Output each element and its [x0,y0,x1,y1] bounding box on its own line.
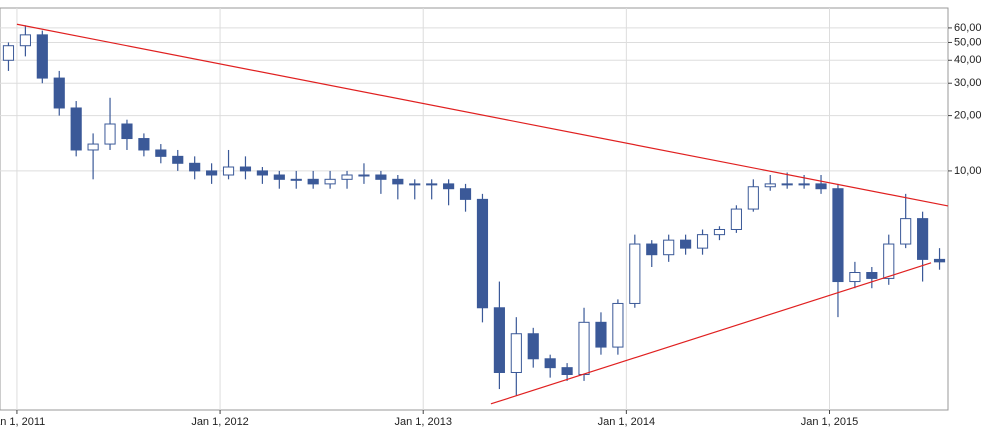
candle-body [933,258,946,263]
candle-body [832,188,844,283]
candle-body [680,239,692,249]
candle-body [527,333,539,360]
candle-body [206,170,218,176]
candle-body [307,178,319,185]
y-tick-label: 40,00 [954,54,982,66]
y-tick-label: 30,00 [954,77,982,89]
candle-body [900,218,912,245]
candle-body [713,228,726,236]
candle-body [392,178,404,185]
candle-body [849,272,861,283]
x-tick-label: Jan 1, 2011 [0,416,45,428]
x-tick-label: Jan 1, 2015 [801,416,859,428]
candle-body [917,218,929,260]
candle-body [341,174,353,180]
x-tick-label: Jan 1, 2012 [191,416,249,428]
candle-body [561,367,573,376]
candle-body [239,166,252,172]
candle-body [595,321,607,348]
trendline [16,23,949,207]
candle-body [222,166,235,176]
candle-body [104,123,116,145]
candle-body [409,183,421,186]
candle-body [172,155,184,164]
candle-body [629,243,641,304]
plot-area [0,7,949,411]
candle-body [578,321,590,376]
x-tick-label: Jan 1, 2013 [394,416,452,428]
candle-body [53,77,65,109]
candle-body [510,333,522,373]
candle-body [87,143,99,151]
y-tick-label: 60,00 [954,22,982,34]
candle-body [883,243,895,279]
candle-body [866,272,878,279]
candle-body [612,302,624,348]
candle-body [375,174,387,180]
y-tick-label: 10,00 [954,165,982,177]
candle-body [2,45,15,61]
candle-body [730,208,742,230]
candle-body [273,174,285,180]
candle-body [663,239,675,256]
candle-body [155,149,167,157]
trendline [490,262,932,405]
candle-body [544,358,556,369]
candle-body [70,107,82,151]
candle-body [19,34,31,47]
y-tick-label: 20,00 [954,109,982,121]
candle-body [747,186,759,210]
candle-body [476,198,489,309]
candle-body [459,188,472,200]
candle-body [138,138,150,151]
candle-body [290,178,302,181]
x-tick-label: Jan 1, 2014 [598,416,656,428]
candle-body [324,178,336,185]
candle-body [493,307,505,373]
candle-body [121,123,133,140]
candle-body [781,183,793,186]
candle-body [696,234,709,249]
candle-body [764,183,776,188]
candle-body [189,162,201,172]
y-tick-label: 50,00 [954,36,982,48]
candle-body [646,243,658,256]
candle-body [426,183,438,186]
candle-body [443,183,455,190]
candle-body [358,174,370,177]
candle-body [815,183,827,190]
candle-body [256,170,268,176]
candle-body [798,183,810,186]
candle-body [36,34,48,79]
